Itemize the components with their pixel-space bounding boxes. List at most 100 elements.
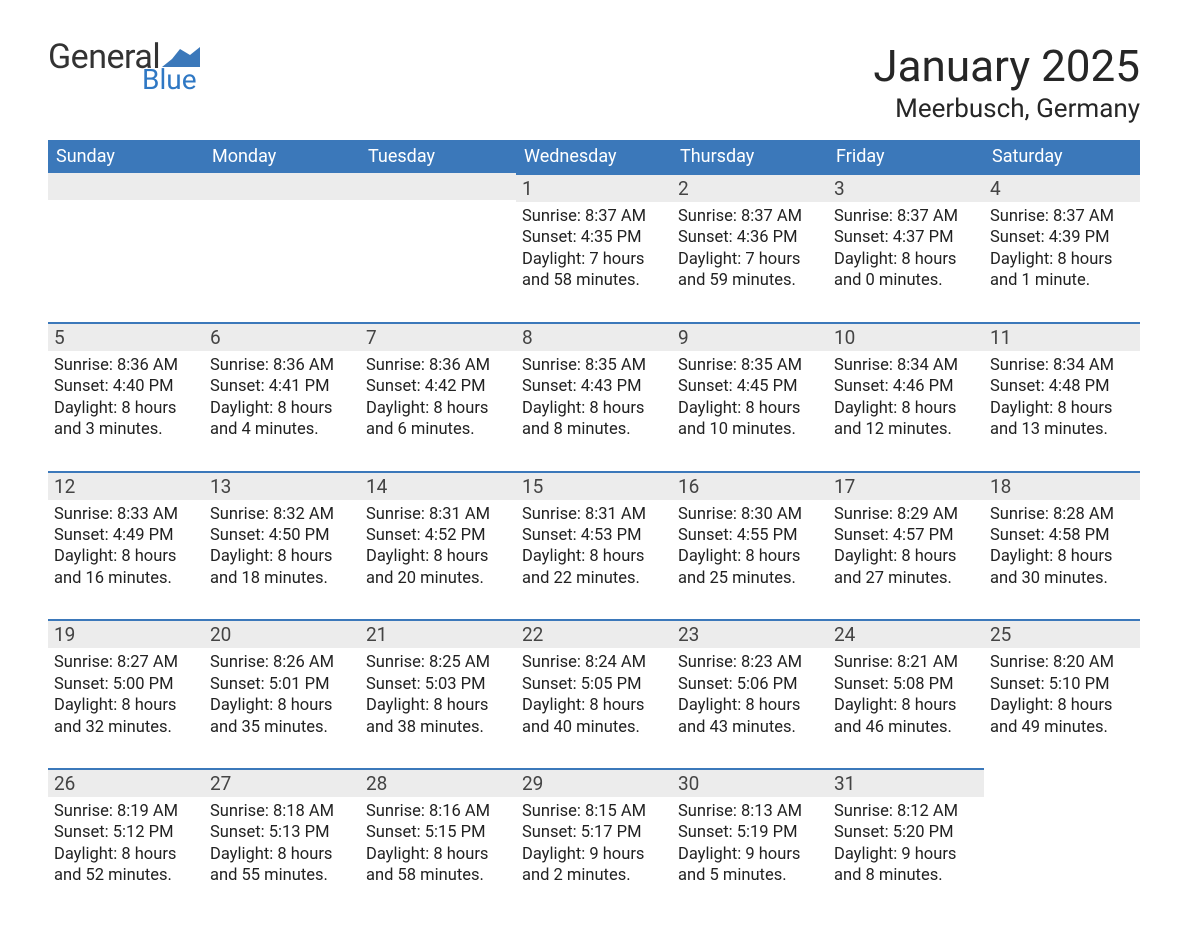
day-number: 1	[516, 173, 672, 202]
day-detail: Sunrise: 8:37 AMSunset: 4:36 PMDaylight:…	[672, 202, 828, 300]
sunrise-line: Sunrise: 8:33 AM	[54, 504, 198, 525]
daylight-line: Daylight: 7 hours and 59 minutes.	[678, 249, 822, 292]
day-detail: Sunrise: 8:36 AMSunset: 4:40 PMDaylight:…	[48, 351, 204, 449]
calendar-day-cell: 29Sunrise: 8:15 AMSunset: 5:17 PMDayligh…	[516, 768, 672, 895]
calendar-day-cell: 31Sunrise: 8:12 AMSunset: 5:20 PMDayligh…	[828, 768, 984, 895]
calendar-week-row: 19 Sunrise: 8:27 AMSunset: 5:00 PM Dayligh…	[48, 619, 1140, 746]
day-detail: Sunrise: 8:34 AMSunset: 4:46 PMDaylight:…	[828, 351, 984, 449]
day-number: 4	[984, 173, 1140, 202]
sunset-line: Sunset: 5:17 PM	[522, 822, 666, 843]
day-number: 9	[672, 322, 828, 351]
brand-word-blue: Blue	[142, 66, 200, 94]
calendar-day-cell: 10Sunrise: 8:34 AMSunset: 4:46 PMDayligh…	[828, 322, 984, 449]
page-subtitle: Meerbusch, Germany	[873, 94, 1140, 124]
sunrise-line: Sunrise: 8:31 AM	[522, 504, 666, 525]
day-number: 16	[672, 471, 828, 500]
day-number: 2	[672, 173, 828, 202]
calendar-week-row: 12Sunrise: 8:33 AMSunset: 4:49 PMDayligh…	[48, 471, 1140, 598]
daylight-line: Daylight: 8 hours and 8 minutes.	[522, 398, 666, 441]
calendar-week-row: 1Sunrise: 8:37 AMSunset: 4:35 PMDaylight…	[48, 173, 1140, 300]
day-number: 17	[828, 471, 984, 500]
calendar-day-cell: 17Sunrise: 8:29 AMSunset: 4:57 PMDayligh…	[828, 471, 984, 598]
daylight-line: Daylight: 8 hours and 6 minutes.	[366, 398, 510, 441]
sunset-line: Sunset: 4:35 PM	[522, 227, 666, 248]
sunrise-line: Sunrise: 8:37 AM	[678, 206, 822, 227]
daylight-line: Daylight: 8 hours and 12 minutes.	[834, 398, 978, 441]
day-detail: Sunrise: 8:31 AMSunset: 4:52 PMDaylight:…	[360, 500, 516, 598]
day-number: 24	[828, 619, 984, 648]
day-detail: Sunrise: 8:18 AMSunset: 5:13 PMDaylight:…	[204, 797, 360, 895]
day-number: 5	[48, 322, 204, 351]
day-detail: Sunrise: 8:37 AMSunset: 4:35 PMDaylight:…	[516, 202, 672, 300]
daylight-line: Daylight: 8 hours and 4 minutes.	[210, 398, 354, 441]
sunrise-line: Sunrise: 8:13 AM	[678, 801, 822, 822]
weekday-header-row: Sunday Monday Tuesday Wednesday Thursday…	[48, 140, 1140, 173]
daylight-line: Daylight: 8 hours and 3 minutes.	[54, 398, 198, 441]
day-number: 11	[984, 322, 1140, 351]
daylight-line: Daylight: 8 hours and 13 minutes.	[990, 398, 1134, 441]
sunset-line: Sunset: 4:40 PM	[54, 376, 198, 397]
day-detail: Sunrise: 8:13 AMSunset: 5:19 PMDaylight:…	[672, 797, 828, 895]
sunset-line: Sunset: 4:39 PM	[990, 227, 1134, 248]
day-detail: Sunrise: 8:25 AMSunset: 5:03 PMDaylight:…	[360, 648, 516, 746]
sunrise-line: Sunrise: 8:31 AM	[366, 504, 510, 525]
daylight-line: Daylight: 8 hours and 46 minutes.	[834, 695, 978, 738]
sunrise-line: Sunrise: 8:37 AM	[522, 206, 666, 227]
calendar-day-cell: 5Sunrise: 8:36 AMSunset: 4:40 PMDaylight…	[48, 322, 204, 449]
day-number: 12	[48, 471, 204, 500]
calendar-day-cell	[984, 768, 1140, 895]
sunset-line: Sunset: 5:00 PM	[54, 674, 198, 695]
daylight-line: Daylight: 9 hours and 8 minutes.	[834, 844, 978, 887]
daylight-line: Daylight: 8 hours and 0 minutes.	[834, 249, 978, 292]
day-number: 19	[48, 619, 204, 648]
day-detail: Sunrise: 8:20 AMSunset: 5:10 PMDaylight:…	[984, 648, 1140, 746]
day-detail: Sunrise: 8:37 AMSunset: 4:37 PMDaylight:…	[828, 202, 984, 300]
sunrise-line: Sunrise: 8:21 AM	[834, 652, 978, 673]
calendar-table: Sunday Monday Tuesday Wednesday Thursday…	[48, 140, 1140, 895]
calendar-day-cell	[204, 173, 360, 300]
sunrise-line: Sunrise: 8:27 AM	[54, 652, 198, 673]
daylight-line: Daylight: 8 hours and 25 minutes.	[678, 546, 822, 589]
calendar-day-cell: 22Sunrise: 8:24 AMSunset: 5:05 PMDayligh…	[516, 619, 672, 746]
day-detail: Sunrise: 8:30 AMSunset: 4:55 PMDaylight:…	[672, 500, 828, 598]
sunrise-line: Sunrise: 8:20 AM	[990, 652, 1134, 673]
calendar-day-cell: 9Sunrise: 8:35 AMSunset: 4:45 PMDaylight…	[672, 322, 828, 449]
calendar-day-cell: 26Sunrise: 8:19 AMSunset: 5:12 PMDayligh…	[48, 768, 204, 895]
day-number: 25	[984, 619, 1140, 648]
calendar-day-cell	[360, 173, 516, 300]
sunrise-line: Sunrise: 8:34 AM	[834, 355, 978, 376]
day-detail: Sunrise: 8:24 AMSunset: 5:05 PMDaylight:…	[516, 648, 672, 746]
row-spacer	[48, 449, 1140, 471]
sunset-line: Sunset: 4:41 PM	[210, 376, 354, 397]
calendar-day-cell: 25Sunrise: 8:20 AMSunset: 5:10 PMDayligh…	[984, 619, 1140, 746]
day-number: 15	[516, 471, 672, 500]
day-detail: Sunrise: 8:19 AMSunset: 5:12 PMDaylight:…	[48, 797, 204, 895]
sunset-line: Sunset: 4:45 PM	[678, 376, 822, 397]
sunrise-line: Sunrise: 8:35 AM	[522, 355, 666, 376]
calendar-day-cell: 16Sunrise: 8:30 AMSunset: 4:55 PMDayligh…	[672, 471, 828, 598]
sunrise-line: Sunrise: 8:36 AM	[54, 355, 198, 376]
sunset-line: Sunset: 5:13 PM	[210, 822, 354, 843]
daylight-line: Daylight: 8 hours and 1 minute.	[990, 249, 1134, 292]
daylight-line: Daylight: 8 hours and 22 minutes.	[522, 546, 666, 589]
day-detail: Sunrise: 8:33 AMSunset: 4:49 PMDaylight:…	[48, 500, 204, 598]
daylight-line: Daylight: 8 hours and 40 minutes.	[522, 695, 666, 738]
calendar-day-cell: 23Sunrise: 8:23 AMSunset: 5:06 PMDayligh…	[672, 619, 828, 746]
weekday-header: Thursday	[672, 140, 828, 173]
daylight-line: Daylight: 9 hours and 5 minutes.	[678, 844, 822, 887]
row-spacer	[48, 300, 1140, 322]
calendar-day-cell: 7Sunrise: 8:36 AMSunset: 4:42 PMDaylight…	[360, 322, 516, 449]
day-detail: Sunrise: 8:15 AMSunset: 5:17 PMDaylight:…	[516, 797, 672, 895]
sunrise-line: Sunrise: 8:25 AM	[366, 652, 510, 673]
brand-logo: General Blue	[48, 40, 200, 94]
daylight-line: Daylight: 8 hours and 30 minutes.	[990, 546, 1134, 589]
day-detail: Sunrise: 8:36 AMSunset: 4:42 PMDaylight:…	[360, 351, 516, 449]
sunrise-line: Sunrise: 8:36 AM	[210, 355, 354, 376]
calendar-day-cell: 18Sunrise: 8:28 AMSunset: 4:58 PMDayligh…	[984, 471, 1140, 598]
weekday-header: Sunday	[48, 140, 204, 173]
daylight-line: Daylight: 8 hours and 55 minutes.	[210, 844, 354, 887]
day-detail: Sunrise: 8:29 AMSunset: 4:57 PMDaylight:…	[828, 500, 984, 598]
page-title: January 2025	[873, 40, 1140, 92]
day-detail: Sunrise: 8:35 AMSunset: 4:45 PMDaylight:…	[672, 351, 828, 449]
sunrise-line: Sunrise: 8:19 AM	[54, 801, 198, 822]
